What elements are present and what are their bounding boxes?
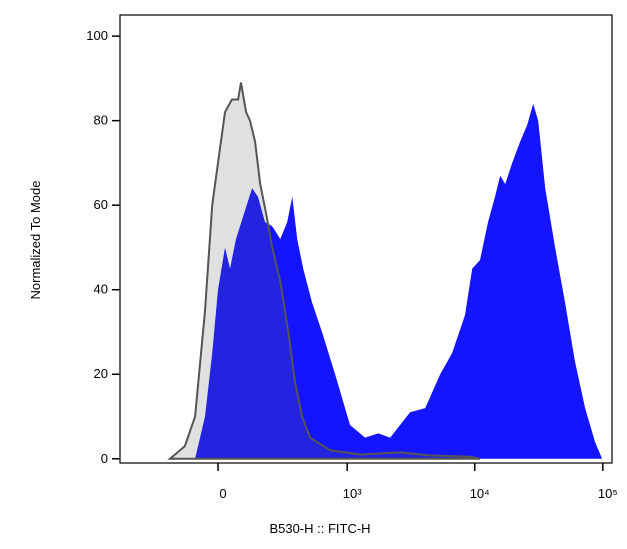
histogram-area	[195, 103, 603, 459]
x-tick-label: 10⁵	[598, 486, 618, 501]
y-tick-label: 0	[101, 451, 108, 466]
y-tick-label: 60	[94, 197, 108, 212]
plot-frame	[119, 14, 613, 464]
histogram-area	[167, 82, 481, 460]
y-tick-label: 100	[86, 28, 108, 43]
y-tick-label: 80	[94, 113, 108, 128]
x-tick-label: 10³	[343, 486, 362, 501]
y-axis-label: Normalized To Mode	[28, 181, 43, 300]
y-tick-label: 40	[94, 282, 108, 297]
x-tick-label: 0	[219, 486, 226, 501]
x-tick-label: 10⁴	[470, 486, 490, 501]
y-tick-label: 20	[94, 366, 108, 381]
x-axis-label: B530-H :: FITC-H	[269, 521, 370, 536]
